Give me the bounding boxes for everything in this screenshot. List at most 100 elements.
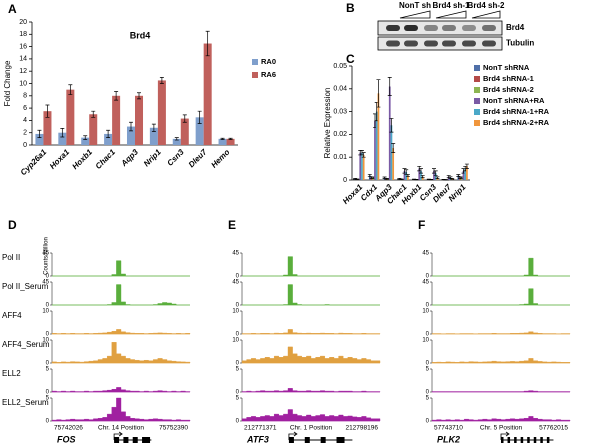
track-tick-label: 10 — [232, 309, 239, 315]
blot-band — [386, 25, 400, 31]
blot-band — [482, 25, 496, 31]
track-tick-label: 5 — [236, 396, 240, 402]
track-tick-label: 45 — [422, 251, 429, 257]
x-tick-label: Hoxa1 — [48, 147, 72, 171]
bar — [43, 111, 52, 145]
error-bar — [391, 143, 396, 153]
error-bar — [37, 129, 42, 138]
signal-track — [52, 284, 190, 306]
error-bar — [60, 128, 65, 138]
blot-band — [386, 40, 400, 47]
track-label: AFF4 — [2, 311, 22, 320]
legend-swatch — [474, 120, 480, 126]
error-bar — [151, 123, 156, 132]
bar — [377, 93, 380, 180]
bar — [466, 166, 468, 180]
gene-exon — [304, 437, 310, 443]
coord-end: 75752390 — [159, 425, 188, 432]
error-bar — [91, 110, 96, 118]
lane-label: Brd4 sh-1 — [433, 1, 470, 10]
error-bar — [228, 137, 233, 140]
legend-label: NonT shRNA — [483, 63, 530, 72]
track-tick-label: 45 — [42, 251, 49, 257]
dose-wedge — [471, 10, 501, 19]
gene-exon — [320, 437, 326, 443]
track-label: ELL2_Serum — [2, 398, 49, 407]
x-tick-label: Chac1 — [94, 147, 118, 171]
y-tick-label: 0.01 — [333, 154, 347, 161]
coord-position: Chr. 5 Position — [480, 425, 523, 432]
track-tick-label: 45 — [232, 251, 239, 257]
error-bar — [464, 163, 469, 169]
track-tick-label: 5 — [426, 367, 430, 373]
error-bar — [420, 175, 425, 179]
bar — [421, 176, 424, 180]
bar — [126, 126, 135, 145]
error-bar — [137, 92, 142, 100]
y-tick-label: 2 — [23, 130, 27, 137]
track-label: Pol II_Serum — [2, 282, 49, 291]
gene-exon — [507, 437, 511, 443]
legend-swatch — [474, 76, 480, 82]
error-bar — [205, 30, 210, 57]
gene-exon — [514, 437, 517, 443]
gene-exon — [533, 437, 537, 443]
bar — [359, 152, 362, 180]
bar — [370, 177, 373, 180]
error-bar — [367, 173, 372, 177]
signal-track — [241, 388, 381, 393]
x-tick-label: Aqp3 — [119, 147, 141, 169]
panel-label: B — [346, 1, 355, 15]
track-tick-label: 5 — [46, 396, 50, 402]
bar — [149, 127, 158, 145]
signal-track — [52, 260, 190, 277]
track-tick-label: 0 — [426, 390, 430, 396]
blot-frame — [377, 20, 503, 36]
bar — [460, 177, 463, 180]
bar — [89, 114, 98, 145]
blot-band — [482, 40, 496, 47]
blot-band — [462, 40, 476, 47]
bar — [361, 152, 363, 180]
track-tick-label: 0 — [46, 274, 50, 280]
gene-exon — [527, 437, 530, 443]
track-tick-label: 10 — [42, 309, 49, 315]
x-tick-label: Nrip1 — [447, 182, 468, 203]
track-tick-label: 0 — [236, 332, 240, 338]
error-bar — [450, 178, 455, 180]
track-tick-label: 5 — [236, 367, 240, 373]
bar — [374, 120, 376, 180]
track-tick-label: 0 — [236, 303, 240, 309]
y-tick-label: 20 — [19, 19, 27, 26]
bar — [218, 138, 227, 145]
lane-label: Brd4 sh-2 — [468, 1, 505, 10]
track-tick-label: 10 — [232, 338, 239, 344]
track-tick-label: 0 — [426, 332, 430, 338]
y-tick-label: 4 — [23, 117, 27, 124]
bar — [372, 177, 375, 180]
gene-name: ATF3 — [246, 434, 269, 444]
bar — [407, 175, 409, 180]
error-bar — [433, 170, 438, 176]
y-tick-label: 8 — [23, 93, 27, 100]
coord-start: 212771371 — [244, 425, 277, 432]
blot-band — [424, 25, 438, 31]
error-bar — [456, 174, 461, 177]
track-tick-label: 5 — [426, 396, 430, 402]
track-tick-label: 0 — [46, 361, 50, 367]
bar — [403, 170, 406, 180]
bar — [462, 170, 465, 180]
track-tick-label: 0 — [426, 419, 430, 425]
blot-band — [404, 40, 418, 47]
gene-exon — [288, 437, 294, 443]
y-axis-label: Fold Change — [3, 60, 12, 106]
blot-frame — [377, 36, 503, 51]
gene-exon — [501, 437, 504, 443]
signal-track — [432, 288, 570, 306]
legend-swatch — [252, 59, 258, 65]
blot-band — [442, 25, 456, 31]
track-tick-label: 5 — [46, 367, 50, 373]
track-label: Pol II — [2, 253, 20, 262]
error-bar — [376, 79, 381, 108]
